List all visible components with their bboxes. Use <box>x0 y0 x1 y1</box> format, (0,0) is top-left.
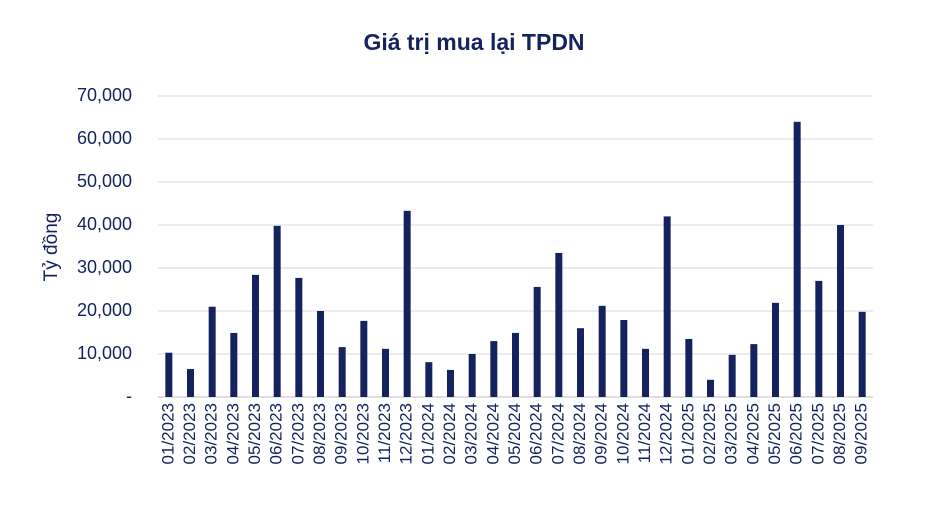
x-tick-label: 06/2025 <box>787 403 806 464</box>
bar <box>165 352 173 397</box>
bar <box>555 252 563 397</box>
bar <box>750 344 758 397</box>
x-tick-label: 01/2025 <box>678 403 697 464</box>
y-axis-label: Tỷ đồng <box>41 213 62 282</box>
chart-title: Giá trị mua lại TPDN <box>363 29 584 55</box>
x-tick-label: 01/2023 <box>158 403 177 464</box>
y-tick-label: 70,000 <box>77 85 132 105</box>
bar <box>512 332 519 397</box>
bar <box>425 362 433 397</box>
x-tick-label: 03/2023 <box>202 403 221 464</box>
x-tick-label: 12/2024 <box>657 403 676 464</box>
bar <box>577 328 584 397</box>
bar <box>360 320 368 397</box>
bar <box>317 311 324 397</box>
x-tick-label: 11/2024 <box>635 403 654 463</box>
x-tick-label: 07/2023 <box>288 403 307 464</box>
bar <box>793 121 801 398</box>
x-tick-label: 06/2024 <box>527 403 546 464</box>
y-tick-label: 50,000 <box>77 171 132 191</box>
bar <box>230 332 238 397</box>
bar <box>598 305 606 397</box>
bar <box>728 354 736 397</box>
bar <box>772 302 779 397</box>
x-tick-label: 04/2025 <box>743 403 762 464</box>
bar <box>490 341 498 397</box>
x-tick-label: 11/2023 <box>375 403 394 463</box>
x-tick-label: 08/2023 <box>310 403 329 464</box>
x-tick-label: 06/2023 <box>267 403 286 464</box>
x-tick-label: 02/2025 <box>700 403 719 464</box>
bar <box>685 338 693 397</box>
x-tick-label: 03/2025 <box>722 403 741 464</box>
x-tick-label: 07/2024 <box>548 403 567 464</box>
x-tick-label: 10/2023 <box>353 403 372 464</box>
bar <box>815 280 823 397</box>
x-tick-label: 04/2024 <box>483 403 502 464</box>
y-tick-label: 60,000 <box>77 128 132 148</box>
x-tick-label: 05/2024 <box>505 403 524 464</box>
bar <box>208 306 216 397</box>
bar <box>187 369 194 397</box>
x-tick-label: 01/2024 <box>418 403 437 464</box>
bar <box>468 354 476 397</box>
x-tick-label: 04/2023 <box>223 403 242 464</box>
bar <box>382 348 389 397</box>
y-tick-label: 20,000 <box>77 300 132 320</box>
x-tick-label: 08/2024 <box>570 403 589 464</box>
y-tick-label: 30,000 <box>77 257 132 277</box>
bar <box>858 311 866 397</box>
bar <box>447 369 454 397</box>
x-tick-label: 07/2025 <box>808 403 827 464</box>
bar <box>533 286 541 397</box>
bar <box>295 277 303 397</box>
x-tick-label: 02/2024 <box>440 403 459 464</box>
bar <box>273 225 281 397</box>
bar <box>338 347 346 397</box>
y-tick-label: 40,000 <box>77 214 132 234</box>
bar <box>837 225 844 397</box>
x-tick-label: 08/2025 <box>830 403 849 464</box>
x-tick-label: 09/2025 <box>852 403 871 464</box>
x-tick-label: 10/2024 <box>613 403 632 464</box>
x-tick-label: 05/2023 <box>245 403 264 464</box>
bar <box>252 274 259 397</box>
x-tick-label: 12/2023 <box>397 403 416 464</box>
y-tick-label: 10,000 <box>77 343 132 363</box>
bar <box>642 348 649 397</box>
x-tick-label: 03/2024 <box>462 403 481 464</box>
bar <box>707 379 714 397</box>
x-tick-label: 09/2024 <box>592 403 611 464</box>
bar <box>403 210 411 397</box>
bar <box>620 320 628 397</box>
x-tick-label: 05/2025 <box>765 403 784 464</box>
bar <box>663 216 671 397</box>
x-tick-label: 02/2023 <box>180 403 199 464</box>
y-tick-label: - <box>126 386 132 406</box>
x-tick-label: 09/2023 <box>332 403 351 464</box>
